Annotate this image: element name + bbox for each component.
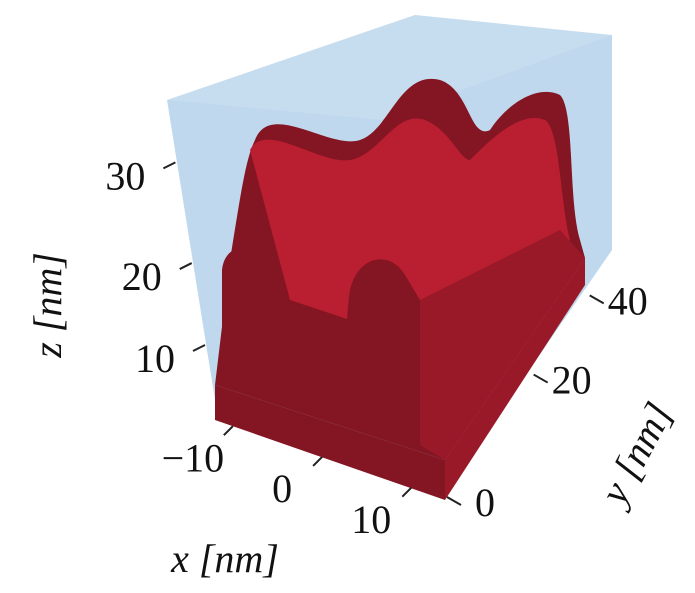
z-tick-label: 20	[122, 254, 162, 299]
x-tick-label: −10	[162, 435, 225, 480]
z-tick	[162, 161, 176, 170]
y-tick	[589, 294, 605, 305]
x-tick	[401, 486, 413, 498]
y-tick-label: 20	[552, 358, 592, 403]
z-tick-label: 30	[105, 154, 145, 199]
base-front	[215, 385, 445, 500]
x-tick-label: 10	[351, 497, 391, 542]
base-top	[420, 230, 585, 460]
x-tick-label: 0	[272, 466, 292, 511]
solid	[215, 78, 585, 500]
y-tick	[533, 373, 549, 384]
z-tick-label: 10	[135, 336, 175, 381]
x-axis-label: x [nm]	[170, 536, 279, 581]
y-tick-label: 0	[475, 480, 495, 525]
scene	[167, 15, 612, 500]
fin-front	[222, 247, 420, 445]
box-top	[167, 15, 612, 120]
z-axis-label: z [nm]	[25, 252, 70, 359]
base-side	[445, 258, 585, 500]
x-tick	[223, 425, 234, 436]
x-tick	[312, 456, 323, 467]
y-tick	[446, 496, 462, 506]
y-tick-label: 40	[608, 279, 648, 324]
y-axis-label: y [nm]	[589, 395, 681, 515]
z-tick	[192, 344, 206, 352]
z-tick	[179, 262, 193, 270]
